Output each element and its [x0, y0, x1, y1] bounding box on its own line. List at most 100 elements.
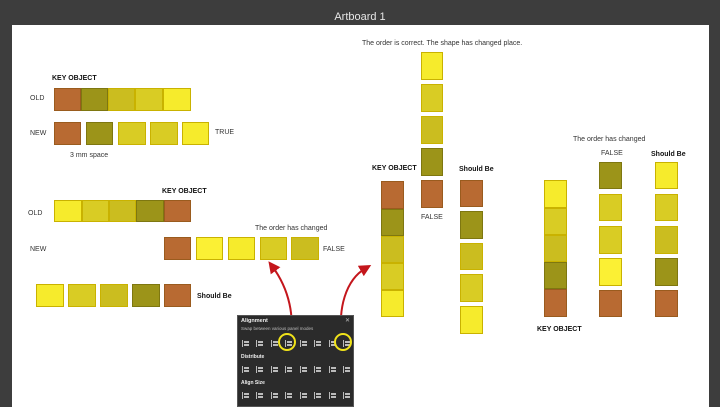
- should-be-column-2-swatch-yellow: [655, 162, 678, 189]
- distribute-row: [241, 362, 351, 376]
- should-be-column-1-swatch-olive: [460, 211, 483, 239]
- should-be-row-swatch-yellow: [36, 284, 64, 307]
- key-object-column-2-swatch-yellow: [544, 180, 567, 208]
- should-be-column-1-swatch-mustard: [460, 243, 483, 270]
- moved-column-swatch-yellow: [421, 52, 443, 80]
- distribute-left-icon[interactable]: [241, 365, 250, 374]
- should-be-row-swatch-mustard: [100, 284, 128, 307]
- distribute-center-v-icon[interactable]: [313, 365, 322, 374]
- order-changed-note-1: The order has changed: [255, 225, 328, 232]
- window-title: Artboard 1: [334, 11, 386, 23]
- old-row-1-swatch-yellow: [163, 88, 191, 111]
- new-label-2: NEW: [30, 246, 47, 253]
- key-object-column-swatch-gold: [381, 263, 404, 290]
- should-be-row-swatch-brown: [164, 284, 191, 307]
- should-be-column-2-swatch-gold: [655, 194, 678, 221]
- key-object-column-swatch-yellow: [381, 290, 404, 317]
- should-be-row-swatch-gold: [68, 284, 96, 307]
- align-top-icon[interactable]: [299, 339, 308, 348]
- space-note: 3 mm space: [70, 152, 109, 159]
- key-object-column-2-swatch-mustard: [544, 235, 567, 262]
- old-row-2-swatch-gold: [82, 200, 109, 222]
- align-bottom-icon[interactable]: [328, 339, 337, 348]
- new-row-2-swatch-bright: [196, 237, 223, 260]
- scale-height-icon[interactable]: [299, 391, 308, 400]
- key-object-label-1: KEY OBJECT: [52, 75, 97, 82]
- alignment-panel-title: Alignment: [241, 318, 268, 324]
- should-be-label-3: Should Be: [651, 151, 686, 158]
- should-be-column-1-swatch-gold: [460, 274, 483, 302]
- old-row-1-swatch-gold: [135, 88, 163, 111]
- distribute-bottom-icon[interactable]: [328, 365, 337, 374]
- false-label-3: FALSE: [601, 150, 623, 157]
- false-column-swatch-bright: [599, 258, 622, 286]
- key-object-column-2-swatch-brown: [544, 289, 567, 317]
- key-object-column-2-swatch-olive: [544, 262, 567, 289]
- match-height-icon[interactable]: [255, 391, 264, 400]
- false-column-swatch-olive: [599, 162, 622, 189]
- should-be-column-2-swatch-brown: [655, 290, 678, 317]
- should-be-column-1-swatch-brown: [460, 180, 483, 207]
- false-label-2: FALSE: [421, 214, 443, 221]
- highlight-ring-left: [278, 333, 296, 351]
- distribute-center-h-icon[interactable]: [255, 365, 264, 374]
- key-object-column-swatch-brown: [381, 181, 404, 209]
- should-be-label-1: Should Be: [197, 293, 232, 300]
- distribute-heading: Distribute: [241, 354, 265, 360]
- distribute-right-icon[interactable]: [270, 365, 279, 374]
- new-row-1-swatch-gold: [150, 122, 178, 145]
- align-center-v-icon[interactable]: [313, 339, 322, 348]
- false-column-swatch-gold: [599, 194, 622, 221]
- old-row-1-swatch-olive: [81, 88, 108, 111]
- scale-size-icon[interactable]: [313, 391, 322, 400]
- scale-width-icon[interactable]: [284, 391, 293, 400]
- distribute-top-icon[interactable]: [299, 365, 308, 374]
- key-object-column-2-swatch-gold: [544, 208, 567, 235]
- alignment-panel: Alignment ✕ Swap between various panel m…: [237, 315, 354, 407]
- panel-mode-hint: Swap between various panel modes: [241, 326, 314, 331]
- old-row-2-swatch-yellow: [54, 200, 82, 222]
- should-be-column-2-swatch-olive: [655, 258, 678, 286]
- align-right-icon[interactable]: [270, 339, 279, 348]
- moved-column-swatch-gold: [421, 84, 443, 112]
- key-object-column-swatch-olive: [381, 209, 404, 236]
- new-row-2-swatch-brown: [164, 237, 191, 260]
- distribute-space-h-icon[interactable]: [284, 365, 293, 374]
- new-row-2-swatch-gold: [260, 237, 287, 260]
- key-object-label-2: KEY OBJECT: [162, 188, 207, 195]
- old-row-2-swatch-mustard: [109, 200, 136, 222]
- old-row-1-swatch-brown: [54, 88, 81, 111]
- new-row-1-swatch-gold: [118, 122, 146, 145]
- moved-column-swatch-olive: [421, 148, 443, 176]
- should-be-column-2-swatch-mustard: [655, 226, 678, 254]
- fit-height-icon[interactable]: [342, 391, 351, 400]
- false-column-swatch-gold: [599, 226, 622, 254]
- new-row-2-swatch-mustard: [291, 237, 319, 260]
- highlight-ring-right: [334, 333, 352, 351]
- distribute-space-v-icon[interactable]: [342, 365, 351, 374]
- old-label-2: OLD: [28, 210, 43, 217]
- should-be-label-2: Should Be: [459, 166, 494, 173]
- new-row-1-swatch-brown: [54, 122, 81, 145]
- moved-column-swatch-brown: [421, 180, 443, 208]
- old-row-2-swatch-brown: [164, 200, 191, 222]
- moved-column-swatch-mustard: [421, 116, 443, 144]
- align-center-h-icon[interactable]: [255, 339, 264, 348]
- align-size-row: [241, 388, 351, 402]
- key-object-column-swatch-mustard: [381, 236, 404, 263]
- align-left-icon[interactable]: [241, 339, 250, 348]
- new-label-1: NEW: [30, 130, 47, 137]
- key-object-label-4: KEY OBJECT: [537, 326, 582, 333]
- match-width-icon[interactable]: [241, 391, 250, 400]
- new-row-1-swatch-olive: [86, 122, 113, 145]
- order-changed-note-2: The order has changed: [573, 136, 646, 143]
- new-row-2-swatch-yellow: [228, 237, 255, 260]
- false-column-swatch-brown: [599, 290, 622, 317]
- true-label: TRUE: [215, 129, 235, 136]
- false-label-1: FALSE: [323, 246, 345, 253]
- close-icon[interactable]: ✕: [344, 318, 350, 324]
- fit-width-icon[interactable]: [328, 391, 337, 400]
- match-size-icon[interactable]: [270, 391, 279, 400]
- key-object-label-3: KEY OBJECT: [372, 165, 417, 172]
- should-be-row-swatch-olive: [132, 284, 160, 307]
